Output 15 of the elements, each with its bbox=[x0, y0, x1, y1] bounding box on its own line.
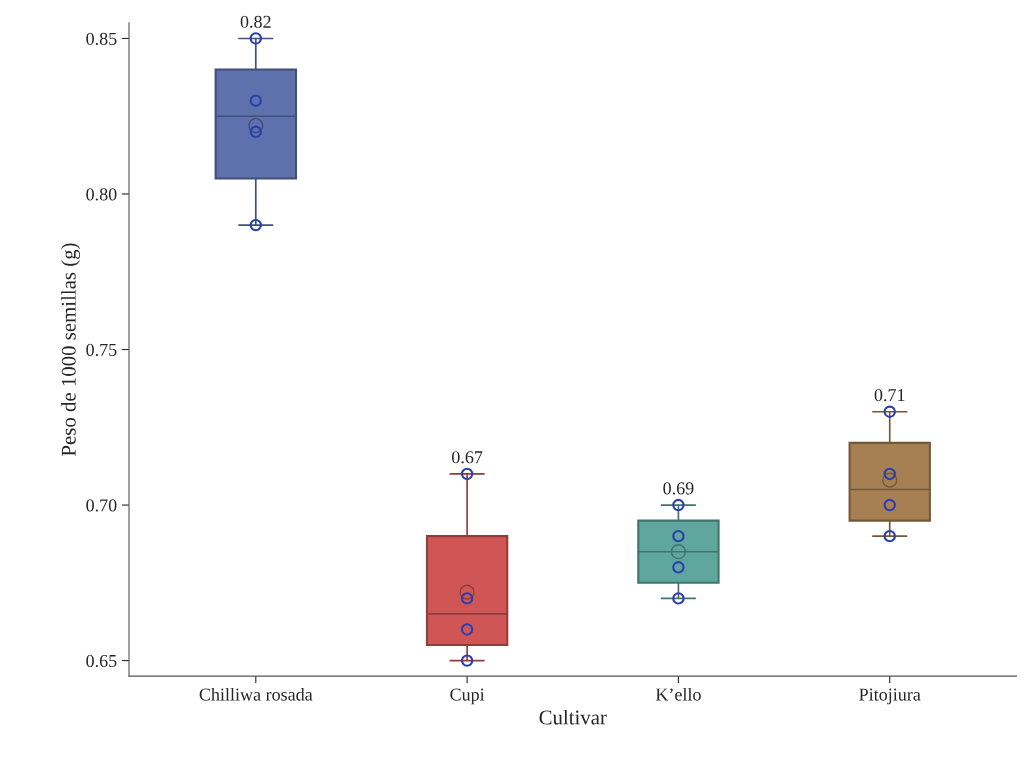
x-tick-label: Chilliwa rosada bbox=[199, 687, 313, 701]
annotation: 0.69 bbox=[663, 482, 694, 495]
y-tick-label: 0.75 bbox=[86, 343, 117, 357]
y-tick-label: 0.65 bbox=[86, 654, 117, 668]
y-tick-label: 0.80 bbox=[86, 188, 117, 201]
x-tick-label: K’ello bbox=[655, 687, 701, 701]
x-tick-label: Pitojiura bbox=[859, 688, 921, 705]
y-tick-label: 0.70 bbox=[86, 499, 117, 512]
x-axis-title: Cultivar bbox=[539, 709, 607, 725]
annotation: 0.67 bbox=[451, 451, 483, 464]
x-tick-label: Cupi bbox=[450, 688, 485, 705]
y-axis-title: Peso de 1000 semillas (g) bbox=[61, 243, 81, 456]
annotation: 0.82 bbox=[240, 15, 271, 28]
annotation: 0.71 bbox=[874, 388, 905, 402]
y-tick-label: 0.85 bbox=[86, 32, 117, 45]
